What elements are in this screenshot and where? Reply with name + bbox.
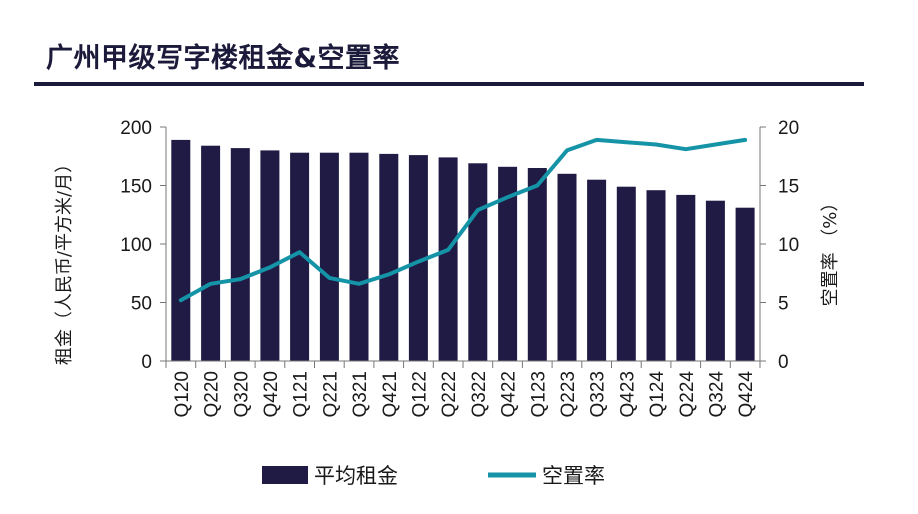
bar-Q121 [290,152,310,361]
y-tick-label: 150 [120,177,152,198]
y-axis-label: 租金（人民币/平方米/月） [54,155,75,365]
bar-Q420 [260,150,280,361]
x-tick-label: Q122 [409,371,430,417]
tick-labels: 0 50 100 150 200 0 5 10 15 20 Q120 Q220 Q320 Q420 Q121… [120,118,799,417]
x-tick-label: Q120 [172,371,193,417]
x-tick-label: Q222 [439,371,460,417]
legend: 平均租金 空置率 [262,464,605,488]
x-tick-label: Q324 [706,371,727,418]
legend-line-label: 空置率 [542,464,605,488]
bar-Q423 [616,186,636,361]
bar-Q424 [735,207,755,361]
y-tick-label: 50 [131,294,152,315]
bar-Q123 [527,168,547,361]
bar-Q322 [468,163,488,361]
y-tick-label: 0 [141,352,152,373]
bar-Q421 [379,153,399,361]
y2-tick-label: 15 [778,177,799,198]
bar-Q221 [319,152,339,361]
y-tick-label: 100 [120,235,152,256]
y2-tick-label: 5 [778,294,789,315]
bar-Q422 [498,166,518,361]
x-tick-label: Q323 [588,371,609,417]
x-tick-label: Q123 [528,371,549,417]
x-tick-label: Q424 [736,371,757,418]
bar-Q120 [171,139,191,361]
x-tick-label: Q421 [380,371,401,417]
x-tick-label: Q121 [291,371,312,417]
bar-Q320 [230,148,250,361]
chart-title: 广州甲级写字楼租金&空置率 [46,43,401,74]
x-tick-label: Q223 [558,371,579,417]
legend-bar-swatch [262,466,308,484]
title-divider [34,82,864,86]
x-tick-label: Q224 [677,371,698,418]
legend-bar-label: 平均租金 [314,464,398,488]
x-tick-label: Q422 [499,371,520,417]
y2-axis-label: 空置率 （%） [820,194,841,307]
x-tick-label: Q423 [617,371,638,417]
bar-Q220 [201,145,221,361]
x-tick-label: Q420 [261,371,282,417]
vacancy-line [178,137,748,303]
bar-Q323 [587,179,607,361]
y2-tick-label: 0 [778,352,789,373]
bar-Q124 [646,190,666,361]
line-series [178,137,748,303]
x-tick-label: Q220 [202,371,223,417]
bar-Q324 [705,200,725,361]
bar-Q224 [676,194,696,361]
y-tick-label: 200 [120,118,152,139]
bar-Q122 [408,155,428,361]
x-tick-label: Q322 [469,371,490,417]
bar-Q223 [557,173,577,361]
x-tick-label: Q124 [647,371,668,418]
x-tick-label: Q321 [350,371,371,417]
bar-Q321 [349,152,369,361]
y2-tick-label: 20 [778,118,799,139]
axes [160,126,766,368]
bar-series [171,139,755,361]
x-tick-label: Q221 [320,371,341,417]
y2-tick-label: 10 [778,235,799,256]
x-tick-label: Q320 [231,371,252,417]
bar-Q222 [438,157,458,361]
